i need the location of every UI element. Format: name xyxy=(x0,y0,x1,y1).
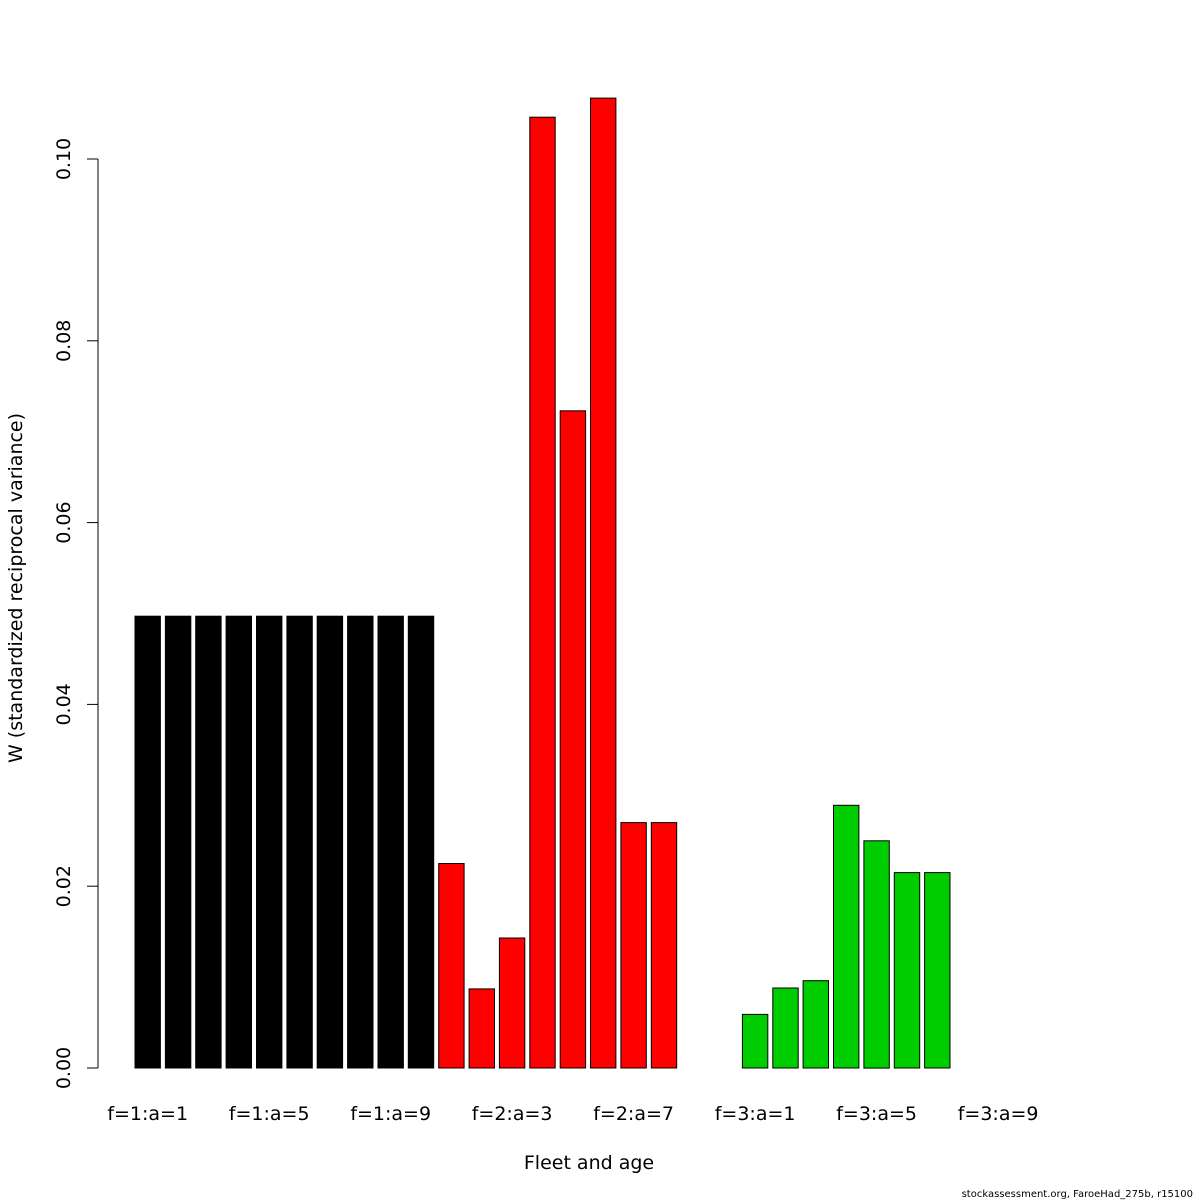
bar-f-1-a-6 xyxy=(286,615,313,1069)
bar-f-1-a-3 xyxy=(195,615,222,1069)
bar-f-2-a-4 xyxy=(529,116,556,1069)
bar-f-2-a-5 xyxy=(559,410,587,1069)
bar-f-3-a-4 xyxy=(833,804,860,1069)
bar-f-3-a-3 xyxy=(802,980,829,1069)
bar-f-1-a-8 xyxy=(347,615,374,1069)
bars-group xyxy=(134,97,951,1069)
bar-f-1-a-4 xyxy=(225,615,253,1069)
bar-f-2-a-1 xyxy=(438,863,465,1069)
bar-f-3-a-1 xyxy=(741,1013,769,1069)
x-tick-label: f=2:a=7 xyxy=(593,1103,674,1125)
bar-f-3-a-2 xyxy=(772,987,799,1069)
bar-f-2-a-8 xyxy=(650,822,678,1069)
x-tick-label: f=2:a=3 xyxy=(472,1103,553,1125)
x-axis-title: Fleet and age xyxy=(524,1152,654,1174)
x-axis-tick-labels: f=1:a=1 f=1:a=5 f=1:a=9 f=2:a=3 f=2:a=7 f=3:a… xyxy=(107,1103,1038,1125)
bar-f-3-a-5 xyxy=(863,840,890,1069)
y-tick-label: 0.10 xyxy=(53,138,75,180)
bar-f-2-a-2 xyxy=(468,988,496,1069)
bar-f-1-a-9 xyxy=(377,615,404,1069)
x-tick-label: f=3:a=1 xyxy=(715,1103,796,1125)
bar-f-1-a-10 xyxy=(407,615,435,1069)
bar-f-3-a-6 xyxy=(893,872,921,1069)
y-tick-label: 0.00 xyxy=(53,1047,75,1089)
y-axis-title: W (standardized reciprocal variance) xyxy=(5,413,27,763)
bar-f-1-a-2 xyxy=(164,615,192,1069)
credit-text: stockassessment.org, FaroeHad_275b, r151… xyxy=(962,1189,1193,1200)
bar-f-2-a-3 xyxy=(498,937,526,1069)
x-tick-label: f=1:a=9 xyxy=(350,1103,431,1125)
bar-f-1-a-7 xyxy=(316,615,344,1069)
x-tick-label: f=1:a=5 xyxy=(229,1103,310,1125)
bar-f-1-a-5 xyxy=(256,615,283,1069)
y-tick-label: 0.02 xyxy=(53,865,75,907)
y-tick-label: 0.04 xyxy=(53,683,75,725)
bar-f-3-a-7 xyxy=(924,872,951,1069)
bar-f-1-a-1 xyxy=(134,615,161,1069)
bar-f-2-a-7 xyxy=(620,822,647,1069)
x-tick-label: f=3:a=9 xyxy=(958,1103,1039,1125)
x-tick-label: f=1:a=1 xyxy=(107,1103,188,1125)
bar-f-2-a-6 xyxy=(590,97,617,1069)
y-tick-label: 0.08 xyxy=(53,320,75,362)
y-axis: 0.00 0.02 0.04 0.06 0.08 0.10 xyxy=(53,138,99,1089)
y-tick-label: 0.06 xyxy=(53,501,75,543)
x-tick-label: f=3:a=5 xyxy=(836,1103,917,1125)
